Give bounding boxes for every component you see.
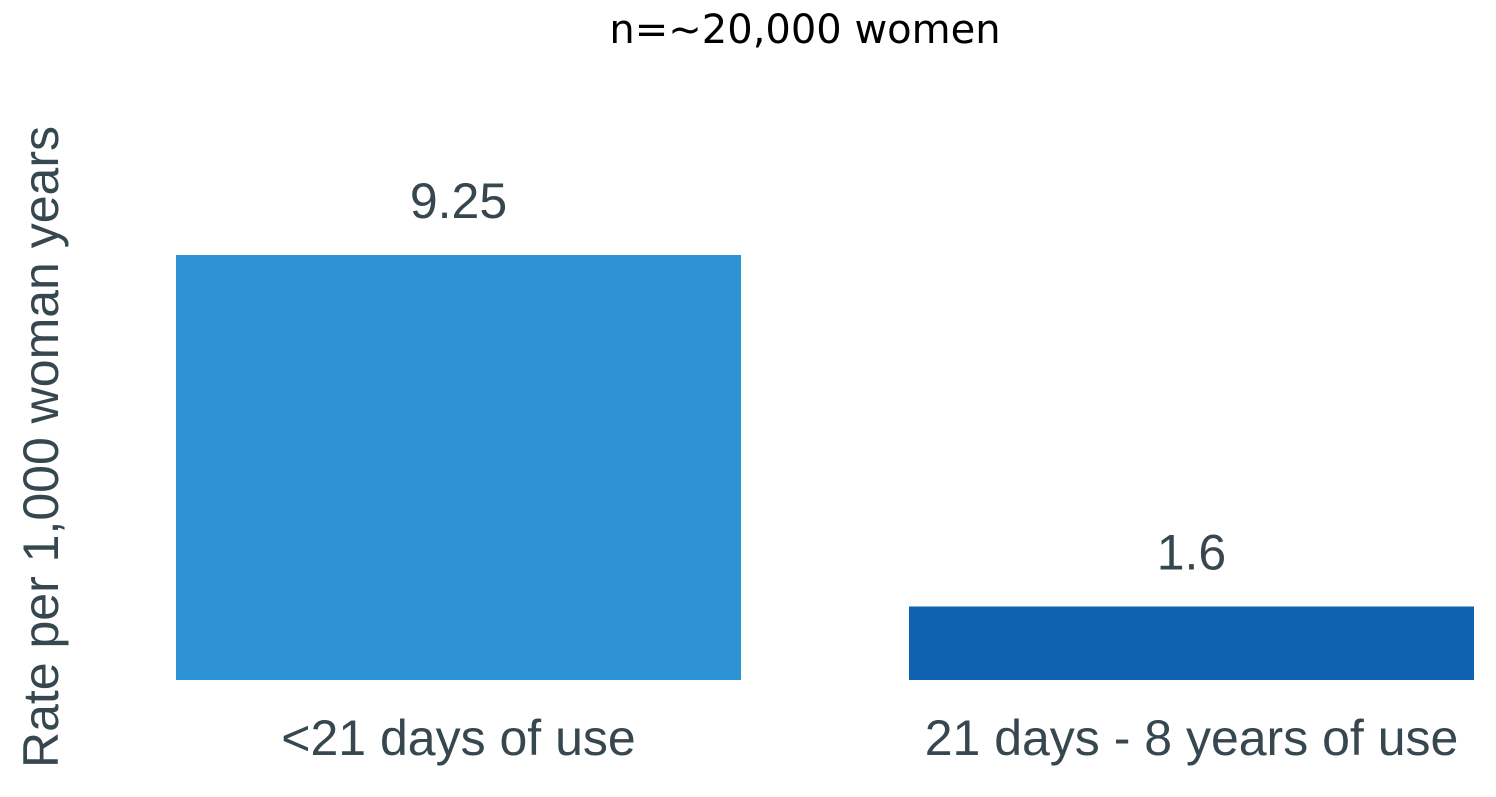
- bar: [176, 255, 741, 680]
- bar: [909, 606, 1474, 680]
- y-axis-label: Rate per 1,000 woman years: [13, 126, 69, 768]
- chart-title: n=~20,000 women: [609, 7, 1000, 53]
- x-tick-label: 21 days - 8 years of use: [925, 710, 1459, 766]
- value-label: 1.6: [1157, 525, 1227, 581]
- value-label: 9.25: [410, 173, 507, 229]
- x-tick-label: <21 days of use: [281, 710, 635, 766]
